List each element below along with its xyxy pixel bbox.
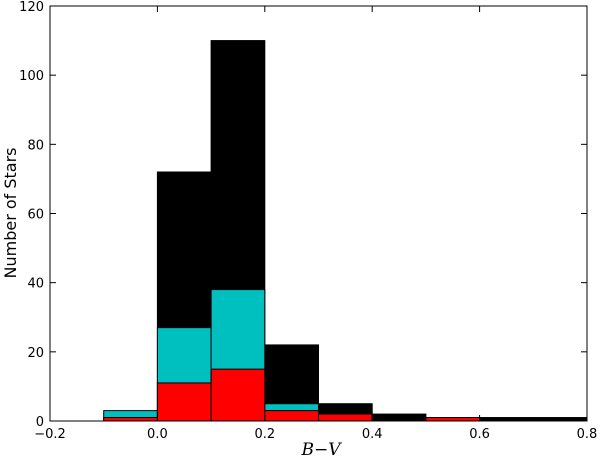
x-axis-label: B−V (300, 440, 342, 457)
y-tick-label: 20 (27, 346, 44, 361)
bar-series3-bin1 (103, 417, 158, 422)
y-tick-label: 0 (36, 415, 44, 430)
bar-series1-bin8 (479, 417, 534, 422)
x-tick-label: 0.8 (577, 427, 598, 442)
y-tick-label: 80 (27, 138, 44, 153)
x-tick-label: 0.2 (254, 427, 275, 442)
x-tick-label: 0.4 (362, 427, 383, 442)
y-tick-label: 120 (19, 0, 44, 15)
y-tick-label: 60 (27, 208, 44, 223)
bar-series1-bin9 (532, 417, 588, 422)
bar-series3-bin4 (264, 410, 319, 422)
bar-series3-bin3 (210, 368, 266, 422)
axis-ticks (49, 5, 588, 422)
y-tick-label: 40 (27, 277, 44, 292)
x-tick-labels: −0.2 0.0 0.2 0.4 0.6 0.8 (34, 427, 597, 442)
bar-series3-bin2 (156, 382, 212, 422)
y-axis-label: Number of Stars (1, 147, 20, 278)
x-tick-label: 0.6 (469, 427, 490, 442)
bar-series1-bin6 (371, 413, 427, 422)
x-tick-label: −0.2 (34, 427, 66, 442)
bar-series3-bin5 (318, 413, 373, 422)
x-tick-label: 0.0 (147, 427, 168, 442)
y-tick-labels: 0 20 40 60 80 100 120 (19, 0, 44, 430)
bar-series3-bin7 (425, 417, 481, 422)
y-tick-label: 100 (19, 69, 44, 84)
histogram-bars (103, 40, 588, 422)
